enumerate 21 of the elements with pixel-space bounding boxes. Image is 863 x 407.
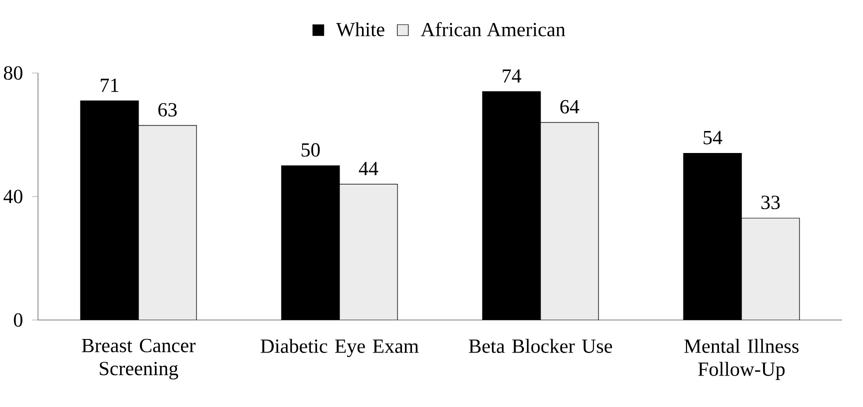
x-tick-label: Beta Blocker Use <box>468 338 612 353</box>
y-tick-label: 40 <box>4 190 22 204</box>
data-label: 71 <box>100 78 118 92</box>
bar <box>540 122 599 320</box>
bar <box>741 218 800 320</box>
data-label: 54 <box>704 130 722 144</box>
legend-label: African American <box>420 22 566 36</box>
data-label: 33 <box>761 196 780 210</box>
data-label: 44 <box>358 162 378 176</box>
x-tick-label: Diabetic Eye Exam <box>260 338 419 358</box>
y-tick-label: 0 <box>14 313 22 327</box>
data-label: 63 <box>158 103 177 117</box>
data-label: 50 <box>302 143 320 157</box>
bar <box>340 184 398 320</box>
data-label: 74 <box>502 69 522 83</box>
y-tick-label: 80 <box>4 66 22 80</box>
data-label: 64 <box>560 100 580 114</box>
legend-label: White <box>336 22 384 36</box>
x-tick-label: Breast Cancer Screening <box>82 338 196 380</box>
x-tick-label: Mental Illness Follow-Up <box>684 338 799 380</box>
bar <box>138 125 197 320</box>
